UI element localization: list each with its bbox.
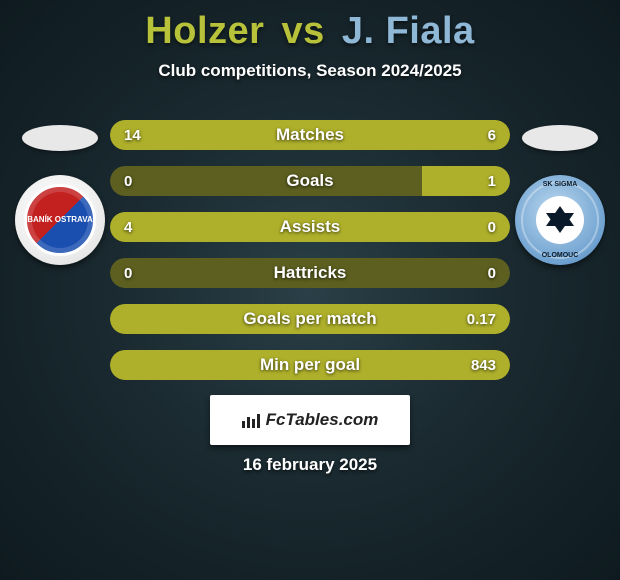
club-badge-right-inner [536, 196, 584, 244]
club-badge-left-text: BANÍK OSTRAVA [27, 216, 92, 225]
star-icon [546, 206, 574, 226]
stat-row: 146Matches [110, 120, 510, 150]
date-text: 16 february 2025 [0, 455, 620, 475]
club-badge-right-bot: OLOMOUC [515, 252, 605, 259]
stat-row: 843Min per goal [110, 350, 510, 380]
flag-left [22, 125, 98, 151]
club-badge-right: SK SIGMA OLOMOUC [515, 175, 605, 265]
stat-row: 00Hattricks [110, 258, 510, 288]
stats-list: 146Matches 01Goals 40Assists 00Hattricks 0.1… [110, 120, 510, 380]
stat-row: 40Assists [110, 212, 510, 242]
subtitle: Club competitions, Season 2024/2025 [0, 61, 620, 81]
stat-row: 0.17Goals per match [110, 304, 510, 334]
stat-label: Goals [110, 166, 510, 196]
stat-label: Hattricks [110, 258, 510, 288]
stat-row: 01Goals [110, 166, 510, 196]
title-player2: J. Fiala [342, 10, 475, 52]
stat-label: Matches [110, 120, 510, 150]
club-badge-left-inner: BANÍK OSTRAVA [24, 184, 96, 256]
stat-label: Assists [110, 212, 510, 242]
stat-label: Min per goal [110, 350, 510, 380]
fctables-label: FcTables.com [266, 410, 379, 430]
fctables-watermark: FcTables.com [210, 395, 410, 445]
page-title: Holzer vs J. Fiala [0, 0, 620, 53]
club-badge-right-top: SK SIGMA [515, 181, 605, 188]
title-vs: vs [282, 10, 325, 52]
title-player1: Holzer [145, 10, 264, 52]
bar-chart-icon [242, 412, 260, 428]
stat-label: Goals per match [110, 304, 510, 334]
club-badge-left: BANÍK OSTRAVA [15, 175, 105, 265]
flag-right [522, 125, 598, 151]
